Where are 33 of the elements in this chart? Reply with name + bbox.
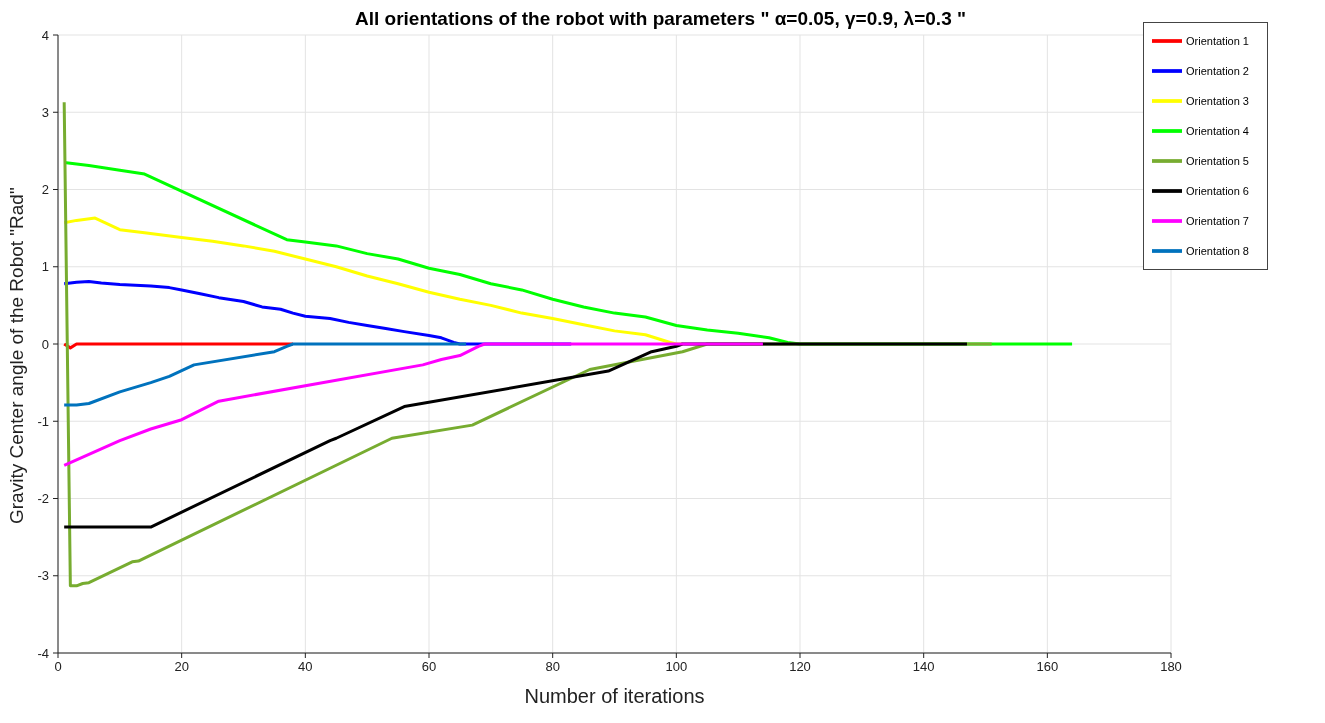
y-tick-label: 0 xyxy=(41,336,49,352)
legend-label: Orientation 7 xyxy=(1186,215,1249,228)
y-tick-label: 2 xyxy=(41,182,49,198)
x-tick-label: 40 xyxy=(298,659,313,675)
line-series xyxy=(62,342,969,529)
x-tick-label: 100 xyxy=(665,659,688,675)
x-tick-label: 80 xyxy=(545,659,560,675)
legend-label: Orientation 4 xyxy=(1186,125,1249,138)
y-tick-label: -2 xyxy=(37,491,49,507)
x-tick-label: 60 xyxy=(421,659,437,675)
x-tick-label: 0 xyxy=(54,659,62,675)
x-tick-label: 180 xyxy=(1160,659,1182,675)
legend-label: Orientation 1 xyxy=(1186,35,1249,48)
x-tick-label: 140 xyxy=(912,659,935,675)
legend-label: Orientation 6 xyxy=(1186,185,1249,198)
y-axis-title: Gravity Center angle of the Robot "Rad" xyxy=(5,187,27,524)
y-tick-label: 3 xyxy=(41,104,49,120)
line-series xyxy=(62,342,765,467)
y-tick-label: -4 xyxy=(37,645,49,661)
legend-label: Orientation 8 xyxy=(1186,245,1249,258)
line-series xyxy=(62,342,468,407)
x-tick-label: 160 xyxy=(1036,659,1059,675)
legend-label: Orientation 2 xyxy=(1186,65,1249,78)
y-tick-label: -1 xyxy=(37,413,49,429)
y-tick-label: -3 xyxy=(37,568,49,584)
legend-label: Orientation 5 xyxy=(1186,155,1249,168)
x-tick-label: 20 xyxy=(174,659,189,675)
x-axis-title: Number of iterations xyxy=(524,685,705,707)
y-tick-label: 4 xyxy=(41,27,49,43)
y-tick-label: 1 xyxy=(41,259,49,275)
x-tick-label: 120 xyxy=(789,659,811,675)
legend-label: Orientation 3 xyxy=(1186,95,1249,108)
chart-title: All orientations of the robot with parameters " α=0.05, γ=0.9, λ=0.3 " xyxy=(355,8,966,29)
